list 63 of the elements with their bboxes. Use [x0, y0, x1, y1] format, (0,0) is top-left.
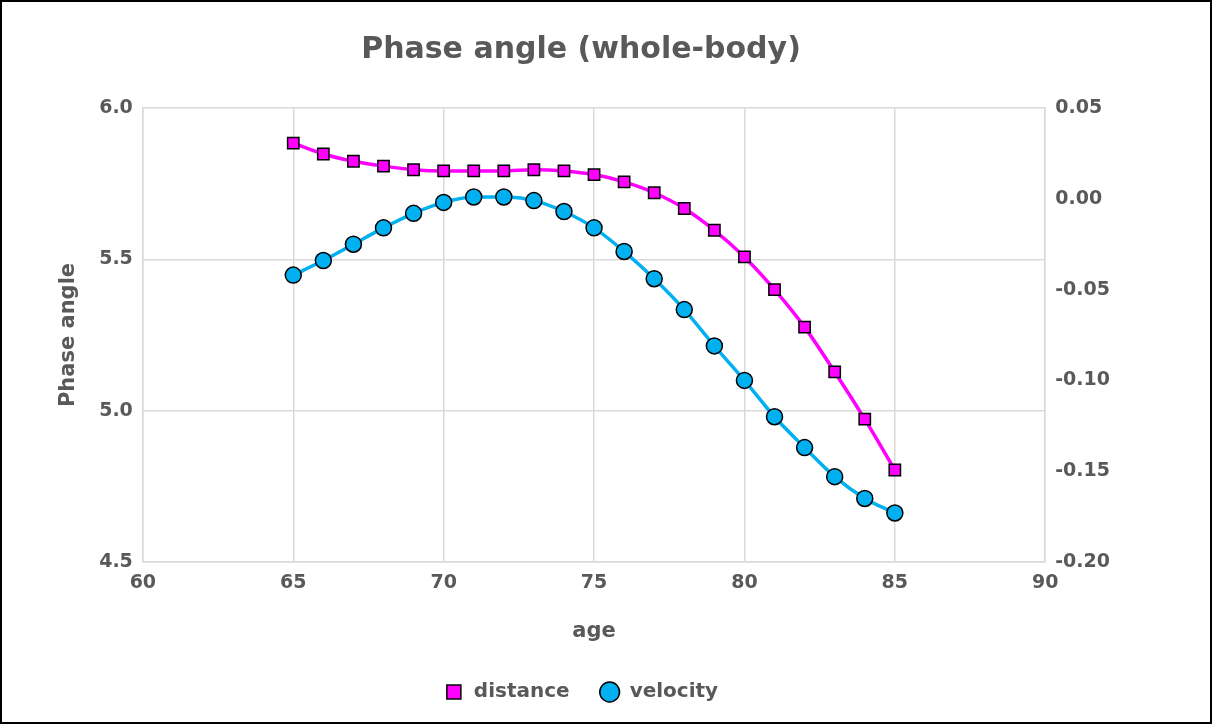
point: [527, 163, 541, 177]
y-tick-label: 4.5: [99, 548, 133, 571]
y2-tick-label: 0.00: [1055, 185, 1103, 208]
x-tick-label: 75: [580, 570, 608, 593]
point: [347, 154, 360, 168]
point: [677, 202, 691, 215]
point: [404, 204, 423, 223]
point: [314, 251, 333, 270]
point: [495, 188, 513, 206]
point: [284, 266, 302, 284]
point: [645, 269, 663, 288]
x-axis-title: age: [572, 617, 616, 642]
point: [768, 283, 781, 297]
point: [647, 186, 661, 200]
chart-title: Phase angle (whole-body): [361, 29, 801, 65]
point: [795, 438, 814, 457]
point: [525, 191, 543, 210]
x-tick-label: 60: [129, 570, 157, 593]
legend-label: distance: [473, 678, 570, 703]
y2-tick-label: -0.10: [1055, 367, 1110, 390]
point: [825, 467, 844, 486]
x-tick-label: 80: [731, 570, 758, 593]
x-tick-label: 65: [280, 570, 307, 593]
point: [617, 175, 631, 189]
y2-tick-label: 0.05: [1055, 94, 1103, 117]
point: [467, 164, 481, 178]
point: [858, 412, 872, 426]
point: [587, 168, 601, 181]
point: [434, 193, 453, 212]
x-tick-label: 85: [881, 570, 909, 593]
y-axis-title: Phase angle: [55, 262, 80, 408]
y2-tick-label: -0.15: [1055, 458, 1110, 481]
y2-tick-label: -0.20: [1055, 548, 1110, 571]
point: [407, 163, 420, 177]
y-tick-label: 5.5: [99, 246, 133, 269]
y2-tick-label: -0.05: [1055, 276, 1110, 299]
y-tick-label: 5.0: [99, 397, 133, 420]
point: [374, 219, 393, 237]
point: [765, 407, 784, 426]
point: [828, 365, 842, 379]
legend-label: velocity: [629, 678, 719, 703]
point: [886, 504, 904, 522]
point: [856, 489, 874, 508]
x-tick-label: 70: [430, 570, 457, 593]
point: [377, 159, 390, 173]
point: [437, 164, 451, 178]
point: [464, 188, 483, 206]
point: [344, 235, 363, 253]
point: [497, 164, 511, 178]
x-tick-label: 90: [1032, 570, 1059, 593]
point: [735, 371, 754, 390]
point: [585, 219, 603, 237]
point: [705, 337, 724, 355]
point: [286, 136, 300, 150]
point: [555, 202, 573, 221]
y-tick-label: 6.0: [99, 94, 133, 117]
point: [798, 320, 812, 334]
point: [707, 223, 721, 237]
point: [316, 147, 330, 161]
point: [675, 300, 694, 319]
point: [888, 463, 902, 477]
point: [615, 242, 633, 261]
point: [738, 250, 751, 264]
